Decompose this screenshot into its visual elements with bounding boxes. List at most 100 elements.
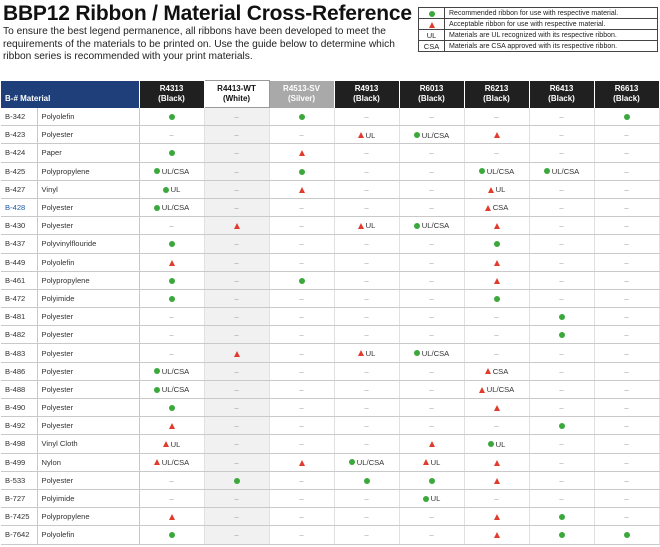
- ribbon-cell: [204, 343, 270, 363]
- ribbon-cell: –: [464, 416, 530, 436]
- ribbon-cell: [139, 143, 205, 163]
- ribbon-cell: –: [204, 434, 270, 454]
- legend-key: UL: [418, 29, 445, 41]
- dash-text: –: [299, 384, 304, 394]
- dash-text: –: [299, 348, 304, 358]
- ribbon-cell: –: [204, 398, 270, 418]
- certification-tag: UL/CSA: [161, 166, 190, 176]
- dash-text: –: [559, 257, 564, 267]
- dash-text: –: [559, 348, 564, 358]
- ribbon-cell: [594, 107, 660, 127]
- dash-text: –: [559, 203, 564, 213]
- dash-text: –: [169, 494, 174, 504]
- dash-text: –: [429, 366, 434, 376]
- material-number: B-482: [1, 325, 38, 345]
- recommended-dot-icon: [422, 495, 429, 502]
- recommended-dot-icon: [153, 386, 160, 393]
- material-type: Polyester: [37, 343, 140, 363]
- ribbon-cell: –: [269, 198, 335, 218]
- dash-text: –: [234, 148, 239, 158]
- ribbon-cell: –: [334, 307, 400, 327]
- ribbon-cell: [269, 453, 335, 472]
- ribbon-cell: –: [594, 453, 660, 472]
- recommended-dot-icon: [298, 113, 305, 120]
- dash-text: –: [624, 512, 629, 522]
- dash-text: –: [234, 457, 239, 467]
- ribbon-cell: –: [334, 271, 400, 290]
- ribbon-cell: –: [594, 216, 660, 236]
- dash-text: –: [169, 475, 174, 485]
- dash-text: –: [364, 184, 369, 194]
- dash-text: –: [559, 275, 564, 285]
- ribbon-cell: [139, 507, 205, 527]
- recommended-dot-icon: [413, 222, 420, 229]
- material-number: B-425: [1, 162, 38, 181]
- acceptable-triangle-icon: [493, 514, 500, 521]
- ribbon-cell: –: [594, 253, 660, 272]
- dash-text: –: [364, 530, 369, 540]
- ribbon-cell: –: [464, 143, 530, 163]
- acceptable-triangle-icon: [357, 222, 364, 229]
- recommended-dot-icon: [413, 132, 420, 139]
- dash-text: –: [494, 494, 499, 504]
- recommended-dot-icon: [363, 477, 370, 484]
- dash-text: –: [299, 421, 304, 431]
- ribbon-header-r4913: R4913 (Black): [334, 80, 400, 108]
- ribbon-cell: –: [269, 362, 335, 381]
- dash-text: –: [494, 421, 499, 431]
- ribbon-cell: CSA: [464, 198, 530, 218]
- ribbon-cell: –: [269, 216, 335, 236]
- ribbon-cell: –: [594, 343, 660, 363]
- acceptable-triangle-icon: [357, 132, 364, 139]
- legend-key: CSA: [418, 40, 445, 52]
- dash-text: –: [234, 421, 239, 431]
- dash-text: –: [624, 184, 629, 194]
- dash-text: –: [234, 275, 239, 285]
- dash-text: –: [559, 130, 564, 140]
- ribbon-cell: [139, 107, 205, 127]
- ribbon-cell: UL/CSA: [139, 380, 205, 400]
- ribbon-cell: –: [464, 343, 530, 363]
- dash-text: –: [429, 148, 434, 158]
- table-row: B-472 Polyimide – – – – – –: [1, 289, 660, 309]
- recommended-dot-icon: [558, 314, 565, 321]
- legend-text: Acceptable ribbon for use with respectiv…: [444, 18, 658, 30]
- dash-text: –: [429, 111, 434, 121]
- material-type: Polyester: [37, 471, 140, 490]
- material-number: B-461: [1, 271, 38, 290]
- ribbon-name: R4413-WT: [217, 84, 256, 93]
- ribbon-cell: –: [334, 380, 400, 400]
- material-type: Paper: [37, 143, 140, 163]
- dash-text: –: [624, 475, 629, 485]
- material-type: Polyester: [37, 307, 140, 327]
- ribbon-cell: –: [204, 253, 270, 272]
- ribbon-color: (Black): [353, 94, 380, 103]
- dash-text: –: [559, 366, 564, 376]
- dash-text: –: [429, 403, 434, 413]
- ribbon-cell: CSA: [464, 362, 530, 381]
- ribbon-cell: –: [334, 507, 400, 527]
- certification-tag: UL: [170, 185, 181, 195]
- ribbon-cell: –: [399, 234, 465, 254]
- ribbon-cell: –: [269, 525, 335, 545]
- acceptable-triangle-icon: [357, 350, 364, 357]
- recommended-dot-icon: [558, 514, 565, 521]
- ribbon-cell: –: [529, 343, 595, 363]
- material-type: Polyimide: [37, 289, 140, 309]
- dash-text: –: [234, 203, 239, 213]
- ribbon-cell: –: [334, 180, 400, 199]
- acceptable-triangle-icon: [233, 350, 240, 357]
- ribbon-header-r6013: R6013 (Black): [399, 80, 465, 108]
- table-row: B-461 Polypropylene – – – – –: [1, 271, 660, 290]
- ribbon-name: R6013: [419, 84, 444, 93]
- material-number: B-428: [1, 198, 38, 218]
- material-number: B-424: [1, 143, 38, 163]
- ribbon-cell: –: [529, 271, 595, 290]
- ribbon-cell: –: [399, 289, 465, 309]
- ribbon-cell: –: [594, 325, 660, 345]
- dash-text: –: [234, 184, 239, 194]
- recommended-dot-icon: [493, 295, 500, 302]
- dash-text: –: [299, 239, 304, 249]
- ribbon-cell: –: [529, 489, 595, 509]
- ribbon-color: (Black): [158, 94, 185, 103]
